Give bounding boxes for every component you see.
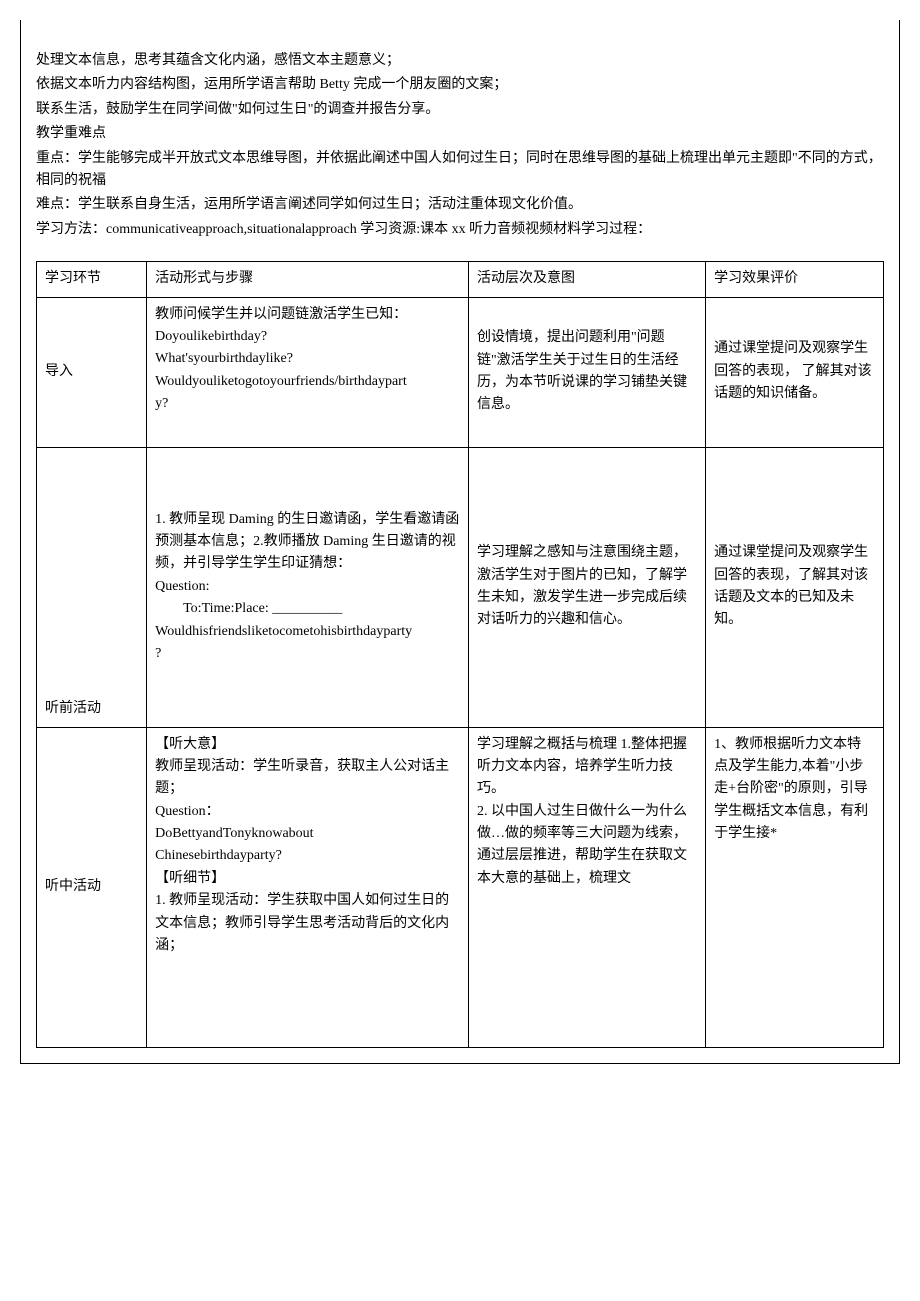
- row3-col2-l6: 【听细节】: [155, 871, 225, 886]
- intro-line-3: 联系生活，鼓励学生在同学间做"如何过生日"的调查并报告分享。: [36, 99, 884, 121]
- row3-col2-l1: 【听大意】: [155, 737, 225, 752]
- row3-col2: 【听大意】 教师呈现活动：学生听录音，获取主人公对话主题； Question： …: [147, 727, 469, 1047]
- row2-col2-l1: 1. 教师呈现 Daming 的生日邀请函，学生看邀请函预测基本信息；2.教师播…: [155, 512, 459, 572]
- intro-line-1: 处理文本信息，思考其蕴含文化内涵，感悟文本主题意义；: [36, 50, 884, 72]
- row1-col4: 通过课堂提问及观察学生回答的表现， 了解其对该话题的知识储备。: [706, 297, 884, 447]
- header-col4: 学习效果评价: [706, 262, 884, 297]
- table-row-intro: 导入 教师问候学生并以问题链激活学生已知： Doyoulikebirthday?…: [37, 297, 884, 447]
- table-row-prelisten: 听前活动 1. 教师呈现 Daming 的生日邀请函，学生看邀请函预测基本信息；…: [37, 447, 884, 727]
- row1-col2-l1: 教师问候学生并以问题链激活学生已知：: [155, 307, 407, 322]
- row3-col2-l5: Chinesebirthdayparty?: [155, 848, 282, 863]
- intro-line-6: 难点：学生联系自身生活，运用所学语言阐述同学如何过生日；活动注重体现文化价值。: [36, 194, 884, 216]
- row2-col2-l3: To:Time:Place: __________: [155, 598, 460, 620]
- row2-col2-l5: ?: [155, 646, 161, 661]
- intro-text-block: 处理文本信息，思考其蕴含文化内涵，感悟文本主题意义； 依据文本听力内容结构图，运…: [36, 50, 884, 241]
- row1-col2-l4: Wouldyouliketogotoyourfriends/birthdaypa…: [155, 374, 407, 389]
- header-col2: 活动形式与步骤: [147, 262, 469, 297]
- row3-col3: 学习理解之概括与梳理 1.整体把握听力文本内容，培养学生听力技巧。 2. 以中国…: [468, 727, 705, 1047]
- row2-col4: 通过课堂提问及观察学生回答的表现，了解其对该话题及文本的已知及未知。: [706, 447, 884, 727]
- row3-col2-l7: 1. 教师呈现活动：学生获取中国人如何过生日的文本信息；教师引导学生思考活动背后…: [155, 893, 449, 953]
- table-header-row: 学习环节 活动形式与步骤 活动层次及意图 学习效果评价: [37, 262, 884, 297]
- intro-line-5: 重点：学生能够完成半开放式文本思维导图，并依据此阐述中国人如何过生日；同时在思维…: [36, 148, 884, 193]
- row1-col2-l3: What'syourbirthdaylike?: [155, 351, 293, 366]
- header-col1: 学习环节: [37, 262, 147, 297]
- lesson-plan-table: 学习环节 活动形式与步骤 活动层次及意图 学习效果评价 导入 教师问候学生并以问…: [36, 261, 884, 1047]
- intro-line-7: 学习方法：communicativeapproach,situationalap…: [36, 219, 884, 241]
- row2-col1: 听前活动: [37, 447, 147, 727]
- row1-col2-l2: Doyoulikebirthday?: [155, 329, 267, 344]
- row1-col2: 教师问候学生并以问题链激活学生已知： Doyoulikebirthday? Wh…: [147, 297, 469, 447]
- row2-col3: 学习理解之感知与注意围绕主题，激活学生对于图片的已知，了解学生未知，激发学生进一…: [468, 447, 705, 727]
- row3-col1: 听中活动: [37, 727, 147, 1047]
- row3-col2-l2: 教师呈现活动：学生听录音，获取主人公对话主题；: [155, 759, 449, 796]
- row1-col1: 导入: [37, 297, 147, 447]
- row2-col2-l2: Question:: [155, 579, 209, 594]
- intro-line-2: 依据文本听力内容结构图，运用所学语言帮助 Betty 完成一个朋友圈的文案；: [36, 74, 884, 96]
- row3-col4: 1、教师根据听力文本特点及学生能力,本着"小步走+台阶密"的原则，引导学生概括文…: [706, 727, 884, 1047]
- row2-col2: 1. 教师呈现 Daming 的生日邀请函，学生看邀请函预测基本信息；2.教师播…: [147, 447, 469, 727]
- header-col3: 活动层次及意图: [468, 262, 705, 297]
- table-row-listening: 听中活动 【听大意】 教师呈现活动：学生听录音，获取主人公对话主题； Quest…: [37, 727, 884, 1047]
- row1-col3: 创设情境，提出问题利用"问题链"激活学生关于过生日的生活经历，为本节听说课的学习…: [468, 297, 705, 447]
- intro-line-4: 教学重难点: [36, 123, 884, 145]
- row3-col2-l4: DoBettyandTonyknowabout: [155, 826, 313, 841]
- row1-col2-l5: y?: [155, 396, 168, 411]
- row3-col2-l3: Question：: [155, 804, 220, 819]
- row2-col2-l4: Wouldhisfriendsliketocometohisbirthdaypa…: [155, 624, 412, 639]
